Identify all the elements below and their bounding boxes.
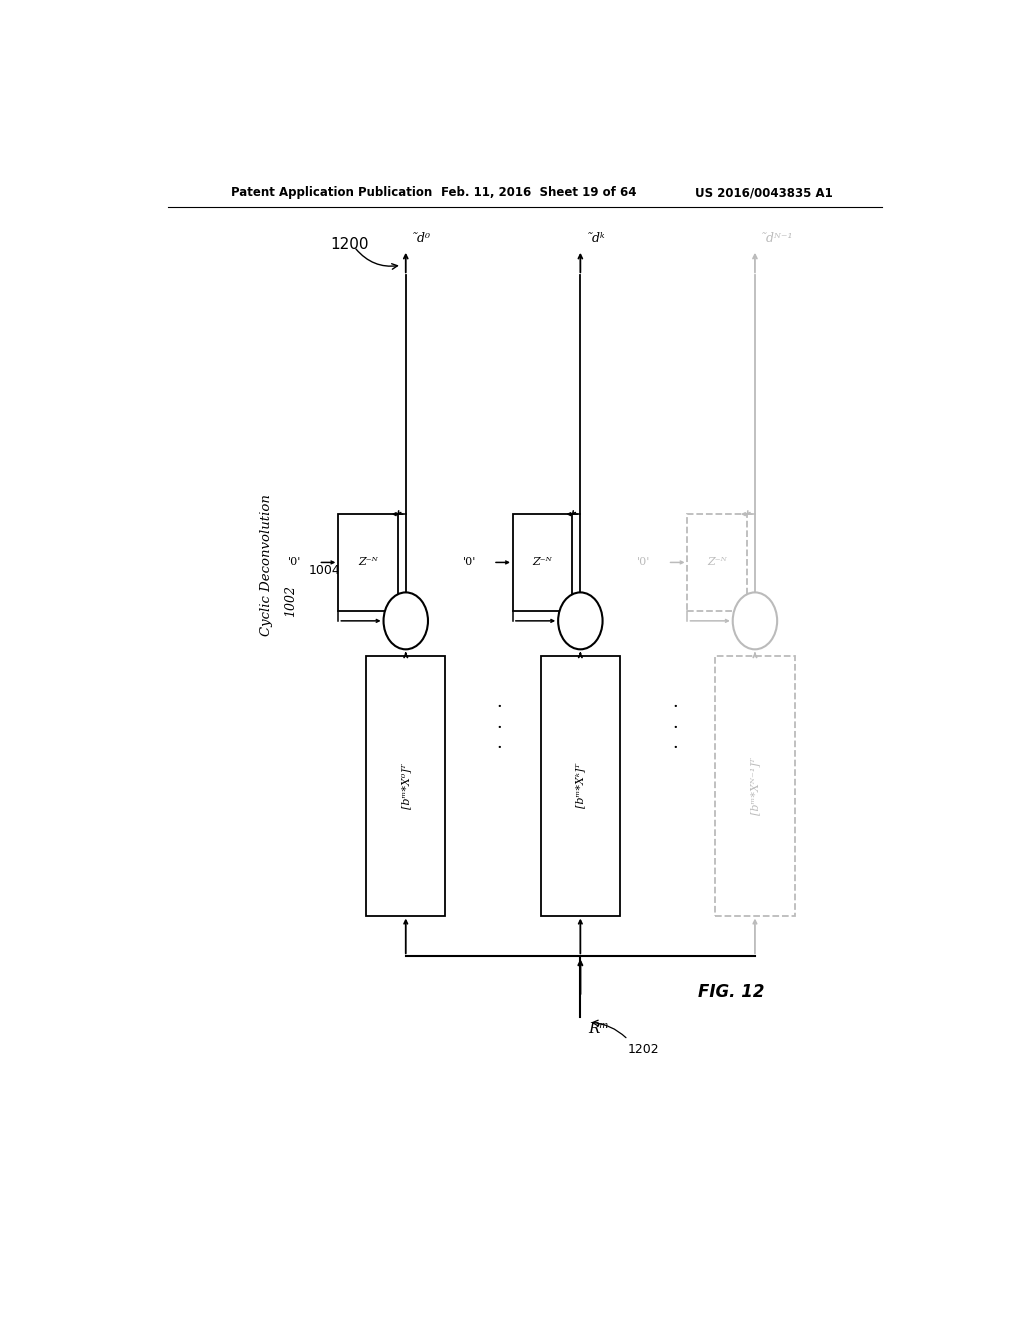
- Text: 1004: 1004: [309, 564, 341, 577]
- Bar: [513, 515, 572, 611]
- Text: Z⁻ᴺ: Z⁻ᴺ: [532, 557, 553, 568]
- Text: ·
·
·: · · ·: [673, 698, 679, 758]
- Text: Z⁻ᴺ: Z⁻ᴺ: [358, 557, 378, 568]
- Bar: [367, 656, 445, 916]
- Text: Feb. 11, 2016  Sheet 19 of 64: Feb. 11, 2016 Sheet 19 of 64: [441, 186, 637, 199]
- Circle shape: [558, 593, 602, 649]
- Bar: [715, 656, 795, 916]
- Text: Rᵐ: Rᵐ: [588, 1022, 609, 1036]
- Text: Patent Application Publication: Patent Application Publication: [231, 186, 432, 199]
- Text: +: +: [398, 612, 413, 630]
- Text: [bᵐ*Xᴺ⁻¹]ᵀ: [bᵐ*Xᴺ⁻¹]ᵀ: [750, 758, 760, 814]
- Circle shape: [384, 593, 428, 649]
- Text: ̃dᵏ: ̃dᵏ: [592, 232, 605, 244]
- Text: +: +: [748, 612, 762, 630]
- Text: [bᵐ*Xᵏ]ᵀ: [bᵐ*Xᵏ]ᵀ: [575, 763, 586, 808]
- Text: '0': '0': [637, 557, 650, 568]
- Text: Cyclic Deconvolution: Cyclic Deconvolution: [260, 494, 273, 636]
- Text: [bᵐ*X⁰]ᵀ: [bᵐ*X⁰]ᵀ: [400, 763, 411, 809]
- Text: '0': '0': [288, 557, 301, 568]
- Text: US 2016/0043835 A1: US 2016/0043835 A1: [695, 186, 834, 199]
- Circle shape: [733, 593, 777, 649]
- Text: ̃dᴺ⁻¹: ̃dᴺ⁻¹: [767, 232, 794, 244]
- Text: '0': '0': [463, 557, 476, 568]
- Text: 1200: 1200: [331, 238, 369, 252]
- Text: ·
·
·: · · ·: [497, 698, 503, 758]
- Text: ̃d⁰: ̃d⁰: [418, 232, 431, 244]
- Bar: [687, 515, 748, 611]
- Text: +: +: [573, 612, 588, 630]
- Bar: [338, 515, 397, 611]
- Text: Z⁻ᴺ: Z⁻ᴺ: [708, 557, 727, 568]
- Text: FIG. 12: FIG. 12: [698, 983, 764, 1001]
- Bar: [541, 656, 620, 916]
- Text: 1202: 1202: [628, 1043, 659, 1056]
- Text: 1002: 1002: [285, 585, 297, 616]
